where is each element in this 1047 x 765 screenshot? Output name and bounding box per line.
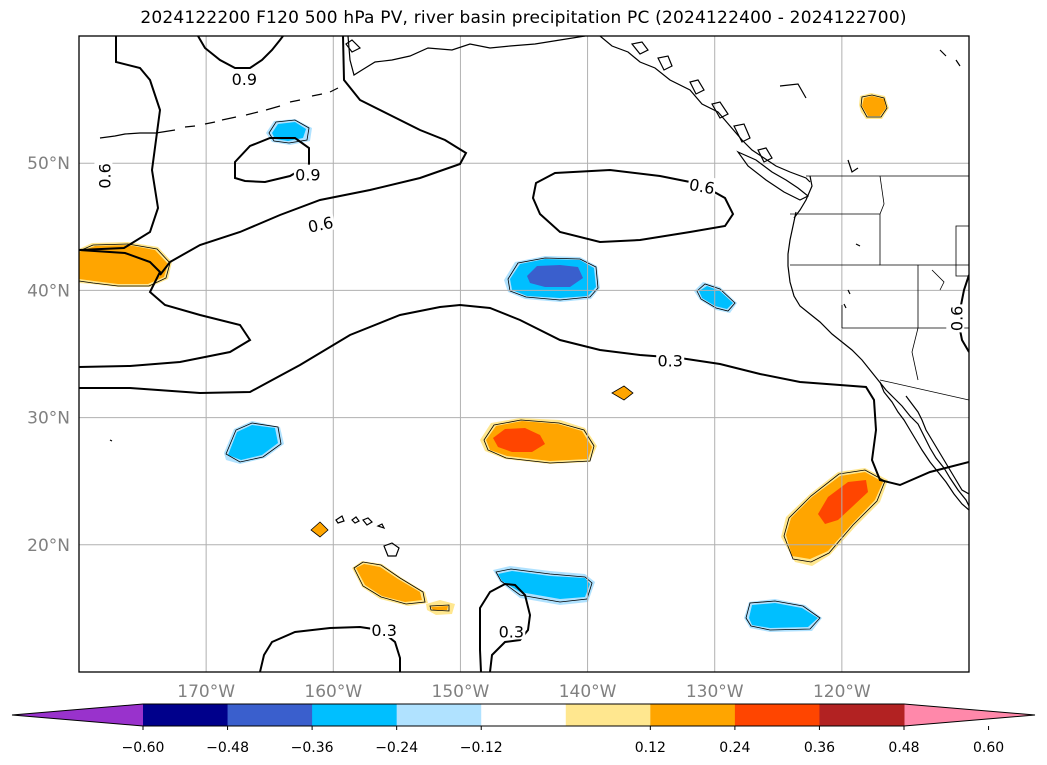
political-borders [790, 175, 969, 401]
colorbar-tick-label: −0.48 [206, 740, 249, 756]
colorbar-segment [819, 704, 905, 726]
lon-tick-label: 160°W [304, 682, 362, 702]
positive-anomaly-small-east [612, 386, 633, 400]
colorbar-segment [481, 704, 567, 726]
negative-anomaly-southeast [744, 599, 822, 632]
colorbar-tick-label: −0.24 [375, 740, 418, 756]
colorbar-tick-label: −0.36 [291, 740, 334, 756]
map-frame [78, 35, 970, 673]
latitude-labels: 20°N 30°N 40°N 50°N [27, 154, 70, 556]
contour-label-halo [230, 69, 259, 88]
contour-label-halo [94, 161, 113, 190]
negative-anomaly-east [694, 282, 737, 313]
contour-label: 0.3 [656, 350, 685, 370]
positive-anomaly-west [79, 242, 172, 287]
colorbar-extend-min [12, 704, 143, 726]
contour-label: 0.9 [230, 69, 259, 89]
contour-label: 0.6 [94, 161, 114, 190]
lon-tick-label: 120°W [813, 682, 871, 702]
colorbar: −0.60 −0.48 −0.36 −0.24 −0.12 0.12 0.24 0.36 0.4… [11, 703, 1036, 756]
colorbar-segment [650, 704, 736, 726]
map-background [79, 36, 969, 672]
contour-label-text: 0.6 [688, 175, 716, 198]
positive-anomaly-central [480, 418, 597, 464]
contour-label-halo [497, 621, 526, 640]
contour-label: 0.6 [686, 173, 718, 198]
lon-tick-label: 130°W [686, 682, 744, 702]
lat-tick-label: 40°N [27, 281, 70, 301]
coastlines [99, 36, 969, 557]
lon-tick-label: 150°W [432, 682, 490, 702]
colorbar-extend-max [904, 704, 1035, 726]
contour-label-text: 0.3 [371, 621, 396, 640]
colorbar-segment [312, 704, 398, 726]
contour-label: 0.9 [293, 164, 322, 185]
contour-label: 0.3 [497, 621, 526, 641]
pv-contours [79, 36, 969, 672]
contour-label-halo [656, 350, 685, 369]
contour-label-halo [304, 211, 336, 235]
contour-label-text: 0.9 [232, 70, 257, 89]
colorbar-segment [565, 704, 651, 726]
contour-label-text: 0.9 [295, 166, 320, 185]
lon-tick-label: 140°W [559, 682, 617, 702]
contour-label: 0.3 [370, 620, 399, 640]
anomaly-outlines [79, 94, 888, 631]
colorbar-tick-label: 0.60 [973, 740, 1004, 756]
lon-tick-label: 170°W [177, 682, 235, 702]
contour-label: 0.6 [304, 211, 336, 237]
precip-anomaly-layer [79, 93, 889, 632]
negative-anomaly-west [224, 421, 284, 464]
colorbar-tick-label: 0.36 [804, 740, 835, 756]
longitude-labels: 170°W 160°W 150°W 140°W 130°W 120°W [177, 682, 871, 702]
contour-label-halo [686, 173, 718, 197]
lat-tick-label: 30°N [27, 409, 70, 429]
pv-contour-labels: 0.9 0.9 0.6 0.6 0.6 0.3 0.6 0.3 0.3 [94, 69, 966, 641]
contour-label: 0.6 [946, 304, 966, 333]
lat-tick-label: 20°N [27, 536, 70, 556]
contour-label-halo [946, 304, 965, 333]
positive-anomaly-southeast [781, 468, 888, 566]
figure-title: 2024122200 F120 500 hPa PV, river basin … [140, 8, 907, 28]
colorbar-segment [143, 704, 229, 726]
colorbar-tick-label: −0.12 [460, 740, 503, 756]
colorbar-tick-label: 0.48 [888, 740, 919, 756]
colorbar-tick-label: −0.60 [122, 740, 165, 756]
colorbar-tick-label: 0.12 [635, 740, 666, 756]
contour-label-text: 0.6 [947, 306, 966, 331]
colorbar-segment [396, 704, 482, 726]
contour-label-text: 0.6 [306, 213, 335, 237]
contour-label-halo [370, 620, 399, 639]
colorbar-segment [734, 704, 820, 726]
contour-label-text: 0.3 [657, 351, 682, 370]
positive-anomaly-canada-core [862, 96, 886, 116]
contour-label-text: 0.3 [499, 622, 524, 641]
graticule [79, 36, 969, 672]
contour-label-halo [293, 164, 322, 183]
contour-label-text: 0.6 [95, 163, 114, 188]
colorbar-segment [227, 704, 313, 726]
lat-tick-label: 50°N [27, 154, 70, 174]
colorbar-tick-label: 0.24 [719, 740, 750, 756]
